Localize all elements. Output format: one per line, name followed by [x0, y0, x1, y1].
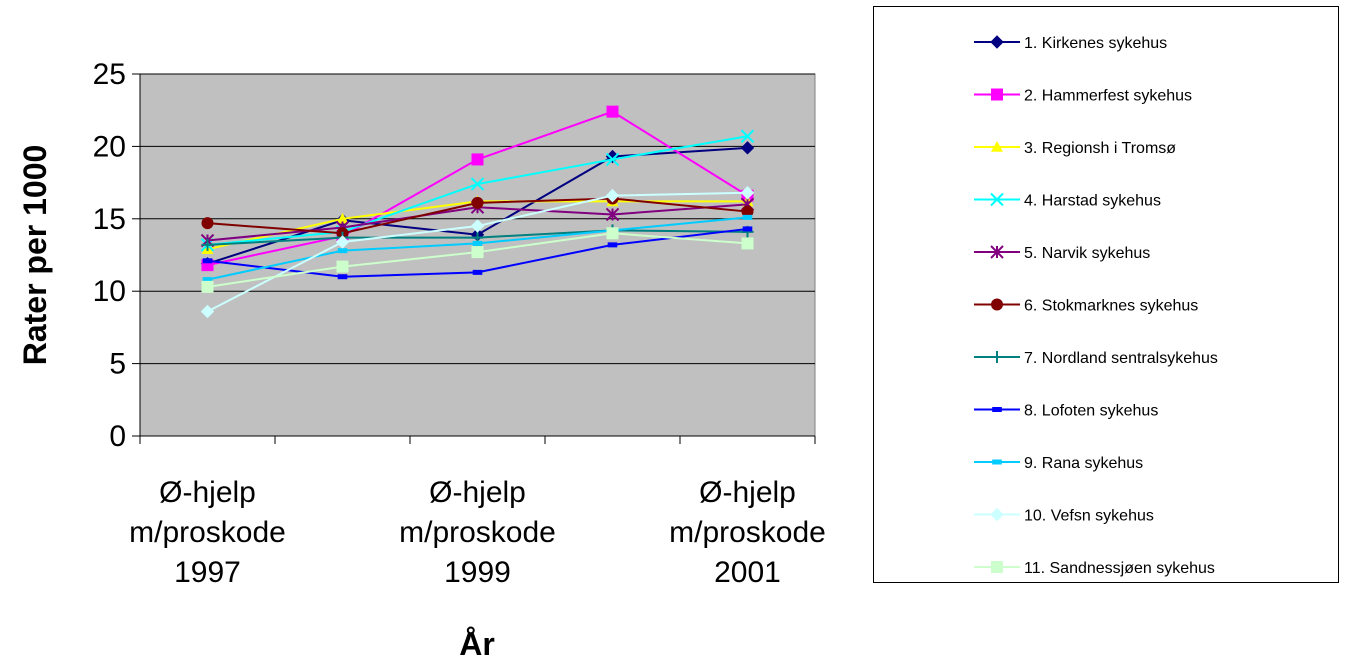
data-point: [202, 258, 213, 264]
data-point: [472, 269, 483, 275]
legend-entry: 10. Vefsn sykehus: [974, 508, 1154, 525]
data-point: [992, 407, 1002, 412]
data-point: [742, 214, 753, 220]
series-8: [202, 226, 753, 280]
data-point: [470, 177, 485, 191]
data-point: [991, 561, 1003, 573]
data-point: [741, 205, 754, 218]
data-point: [606, 105, 619, 118]
data-point: [470, 219, 485, 233]
data-point: [740, 129, 755, 143]
legend-label: 9. Rana sykehus: [1024, 455, 1143, 472]
legend-label: 10. Vefsn sykehus: [1024, 508, 1154, 525]
data-point: [605, 207, 620, 222]
series-6: [201, 192, 754, 240]
data-point: [991, 88, 1003, 101]
legend-label: 11. Sandnessjøen sykehus: [1024, 560, 1215, 577]
x-axis-title: År: [459, 626, 495, 662]
legend-label: 5. Narvik sykehus: [1024, 245, 1150, 262]
data-point: [605, 152, 620, 167]
legend-entry: 6. Stokmarknes sykehus: [974, 298, 1198, 315]
data-point: [336, 260, 349, 273]
data-point: [337, 248, 348, 254]
data-point: [741, 237, 754, 250]
legend-entry: 5. Narvik sykehus: [974, 245, 1150, 262]
x-category-label: Ø-hjelp m/proskode 1999: [399, 476, 556, 589]
x-category-label: Ø-hjelp m/proskode 2001: [669, 476, 826, 589]
y-tick-label: 20: [93, 130, 126, 163]
x-category-label: Ø-hjelp m/proskode 1997: [129, 476, 286, 589]
data-point: [200, 304, 215, 319]
legend-entry: 7. Nordland sentralsykehus: [974, 350, 1218, 367]
legend-entry: 4. Harstad sykehus: [974, 193, 1161, 210]
data-point: [991, 141, 1003, 152]
data-point: [991, 351, 1003, 363]
data-point: [201, 238, 214, 251]
legend-entry: 11. Sandnessjøen sykehus: [974, 560, 1215, 577]
series-10: [200, 186, 755, 319]
data-point: [990, 192, 1004, 207]
axes: [132, 73, 816, 444]
data-point: [990, 35, 1004, 49]
legend: 1. Kirkenes sykehus 2. Hammerfest sykehus…: [873, 6, 1339, 583]
y-axis-title: Rater per 1000: [17, 145, 53, 366]
legend-label: 2. Hammerfest sykehus: [1024, 88, 1192, 105]
data-point: [991, 298, 1003, 311]
data-point: [607, 242, 618, 248]
data-point: [471, 246, 484, 259]
legend-label: 8. Lofoten sykehus: [1024, 403, 1158, 420]
data-point: [992, 459, 1002, 465]
legend-entry: 3. Regionsh i Tromsø: [974, 140, 1176, 157]
gridlines: [140, 73, 815, 365]
data-point: [606, 227, 619, 240]
x-category-labels: Ø-hjelp m/proskode 1997 Ø-hjelp m/proskode 19…: [129, 476, 826, 589]
data-point: [201, 280, 214, 293]
legend-entry: 2. Hammerfest sykehus: [974, 88, 1192, 105]
data-point: [202, 277, 213, 283]
data-point: [472, 240, 483, 246]
data-point: [471, 153, 484, 166]
legend-entry: 8. Lofoten sykehus: [974, 403, 1158, 420]
series-11: [201, 227, 754, 293]
y-tick-label: 5: [109, 348, 126, 381]
data-point: [990, 245, 1004, 259]
legend-label: 7. Nordland sentralsykehus: [1024, 350, 1218, 367]
data-point: [742, 226, 753, 232]
y-tick-labels: 0 5 10 15 20 25: [93, 58, 126, 453]
y-tick-label: 10: [93, 275, 126, 308]
legend-label: 6. Stokmarknes sykehus: [1024, 298, 1198, 315]
data-point: [740, 141, 755, 155]
y-tick-label: 0: [109, 420, 126, 453]
data-point: [336, 212, 349, 224]
series-group: [200, 105, 755, 319]
legend-label: 4. Harstad sykehus: [1024, 193, 1161, 210]
data-point: [471, 196, 484, 209]
legend-label: 3. Regionsh i Tromsø: [1024, 140, 1176, 157]
data-point: [740, 186, 755, 200]
legend-label: 1. Kirkenes sykehus: [1024, 35, 1167, 52]
y-tick-label: 25: [93, 58, 126, 91]
data-point: [990, 507, 1004, 522]
data-point: [605, 188, 620, 203]
data-point: [201, 217, 214, 230]
data-point: [335, 235, 350, 249]
legend-entry: 1. Kirkenes sykehus: [974, 35, 1167, 52]
data-point: [337, 274, 348, 280]
y-tick-label: 15: [93, 203, 126, 236]
legend-entry: 9. Rana sykehus: [974, 455, 1143, 472]
